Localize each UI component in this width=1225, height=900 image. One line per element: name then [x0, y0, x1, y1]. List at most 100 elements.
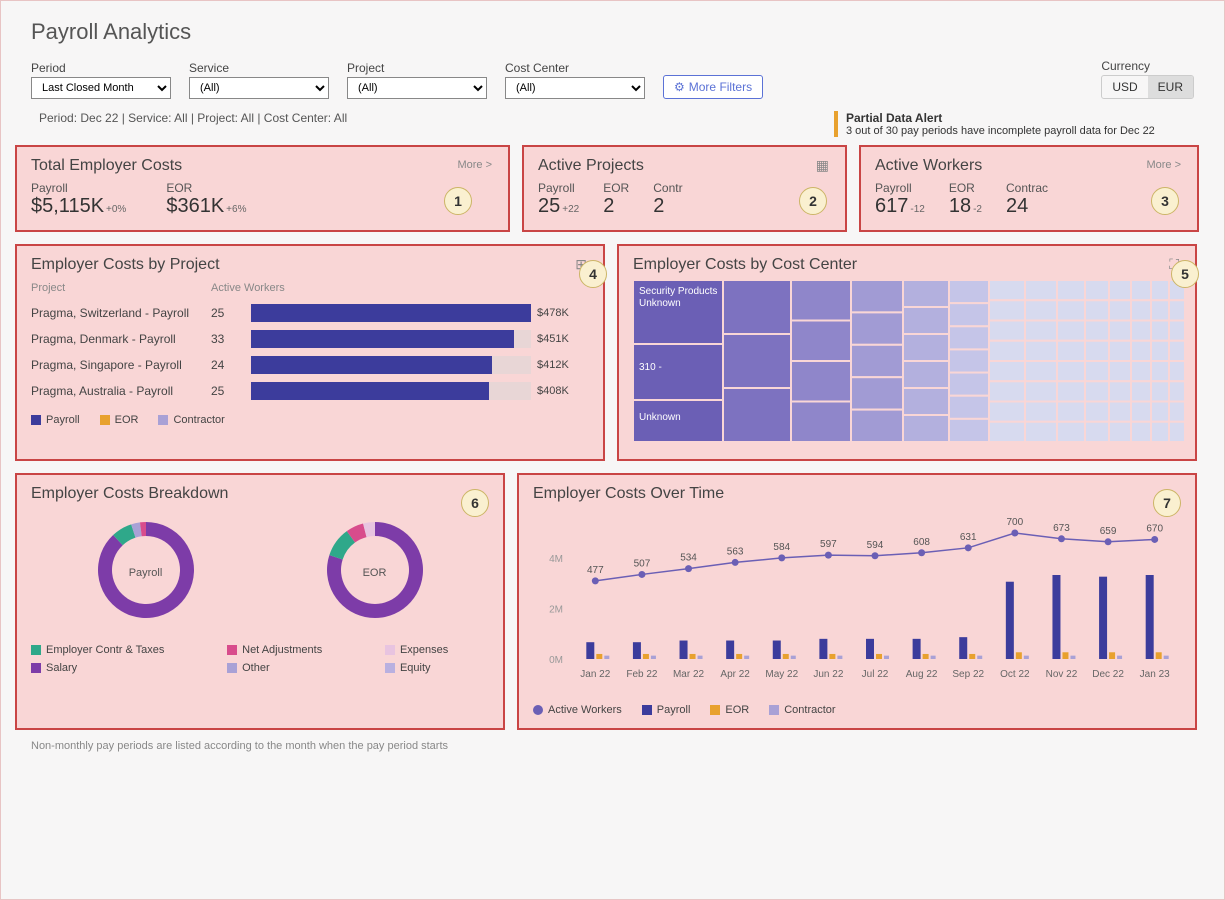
- svg-text:Unknown: Unknown: [639, 298, 681, 309]
- project-name: Pragma, Australia - Payroll: [31, 384, 211, 398]
- kpi-value: 25: [538, 195, 560, 217]
- kpi-delta: -2: [973, 204, 982, 215]
- filter-cost-center-label: Cost Center: [505, 61, 645, 75]
- currency-label: Currency: [1101, 59, 1194, 73]
- currency-toggle[interactable]: USD EUR: [1101, 75, 1194, 99]
- svg-text:534: 534: [680, 553, 697, 564]
- kpi-label: Payroll: [538, 181, 579, 195]
- svg-text:0M: 0M: [549, 655, 563, 666]
- currency-eur[interactable]: EUR: [1148, 76, 1193, 98]
- bar-value: $412K: [531, 359, 581, 371]
- kpi-label: EOR: [949, 181, 982, 195]
- filter-project-label: Project: [347, 61, 487, 75]
- project-workers: 25: [211, 384, 251, 398]
- svg-text:673: 673: [1053, 523, 1070, 534]
- kpi-label: EOR: [166, 181, 246, 195]
- card-title: Employer Costs Breakdown: [31, 485, 489, 503]
- donut-label: Payroll: [129, 567, 163, 579]
- donut-label: EOR: [363, 567, 387, 579]
- donut-chart[interactable]: EOR: [320, 515, 430, 630]
- svg-text:Jan 22: Jan 22: [580, 669, 610, 680]
- kpi-delta: +22: [562, 204, 579, 215]
- svg-text:310 -: 310 -: [639, 362, 662, 373]
- kpi-label: Contrac: [1006, 181, 1048, 195]
- project-name: Pragma, Switzerland - Payroll: [31, 306, 211, 320]
- svg-text:631: 631: [960, 532, 977, 543]
- donut-chart[interactable]: Payroll: [91, 515, 201, 630]
- project-row[interactable]: Pragma, Australia - Payroll 25 $408K: [31, 378, 589, 404]
- partial-data-alert: Partial Data Alert 3 out of 30 pay perio…: [834, 111, 1194, 137]
- legend-item: Equity: [385, 662, 489, 674]
- legend-item: Expenses: [385, 644, 489, 656]
- filter-period: Period Last Closed Month: [31, 61, 171, 99]
- project-workers: 33: [211, 332, 251, 346]
- grid-icon[interactable]: ▦: [816, 157, 829, 174]
- svg-text:584: 584: [773, 542, 790, 553]
- treemap-chart[interactable]: Security ProductsUnknown310 -Unknown: [633, 280, 1185, 442]
- legend-item: Payroll: [31, 414, 80, 426]
- more-link[interactable]: More >: [457, 159, 492, 171]
- bar-value: $451K: [531, 333, 581, 345]
- card-costs-breakdown: Employer Costs Breakdown 6 PayrollEOR Em…: [15, 473, 505, 730]
- card-title: Active Workers: [875, 157, 1183, 175]
- svg-text:Dec 22: Dec 22: [1092, 669, 1124, 680]
- card-title: Employer Costs by Cost Center: [633, 256, 1181, 274]
- svg-text:Aug 22: Aug 22: [906, 669, 938, 680]
- svg-text:563: 563: [727, 546, 744, 557]
- kpi-label: Contr: [653, 181, 682, 195]
- kpi-label: Payroll: [875, 181, 925, 195]
- bar-track: [251, 330, 531, 348]
- currency-usd[interactable]: USD: [1102, 76, 1147, 98]
- kpi-label: EOR: [603, 181, 629, 195]
- annotation-badge-2: 2: [799, 187, 827, 215]
- project-select[interactable]: (All): [347, 77, 487, 99]
- cost-center-select[interactable]: (All): [505, 77, 645, 99]
- svg-text:Security Products: Security Products: [639, 286, 717, 297]
- project-row[interactable]: Pragma, Switzerland - Payroll 25 $478K: [31, 300, 589, 326]
- alert-body: 3 out of 30 pay periods have incomplete …: [846, 125, 1186, 137]
- kpi-value: 24: [1006, 195, 1028, 217]
- alert-title: Partial Data Alert: [846, 111, 1186, 125]
- svg-text:Unknown: Unknown: [639, 412, 681, 423]
- card-title: Employer Costs Over Time: [533, 485, 1181, 503]
- annotation-badge-5: 5: [1171, 260, 1199, 288]
- kpi-delta: -12: [910, 204, 924, 215]
- project-row[interactable]: Pragma, Denmark - Payroll 33 $451K: [31, 326, 589, 352]
- period-select[interactable]: Last Closed Month: [31, 77, 171, 99]
- legend-item: Contractor: [769, 704, 835, 716]
- filter-service-label: Service: [189, 61, 329, 75]
- svg-text:Feb 22: Feb 22: [626, 669, 658, 680]
- legend-item: EOR: [100, 414, 139, 426]
- svg-text:594: 594: [867, 540, 884, 551]
- project-row[interactable]: Pragma, Singapore - Payroll 24 $412K: [31, 352, 589, 378]
- svg-text:Sep 22: Sep 22: [952, 669, 984, 680]
- svg-text:700: 700: [1007, 517, 1024, 528]
- svg-text:Nov 22: Nov 22: [1046, 669, 1078, 680]
- bar-value: $478K: [531, 307, 581, 319]
- card-title: Active Projects: [538, 157, 831, 175]
- kpi-value: 2: [603, 195, 614, 217]
- kpi-label: Payroll: [31, 181, 126, 195]
- more-filters-button[interactable]: ⚙ More Filters: [663, 75, 763, 99]
- filter-project: Project (All): [347, 61, 487, 99]
- card-costs-by-cost-center: Employer Costs by Cost Center ⛶ 5 Securi…: [617, 244, 1197, 461]
- card-costs-over-time: Employer Costs Over Time 7 0M2M4MJan 22F…: [517, 473, 1197, 730]
- project-col-header: Project: [31, 282, 211, 294]
- legend-item: EOR: [710, 704, 749, 716]
- annotation-badge-7: 7: [1153, 489, 1181, 517]
- svg-text:Apr 22: Apr 22: [720, 669, 750, 680]
- project-workers: 25: [211, 306, 251, 320]
- more-link[interactable]: More >: [1146, 159, 1181, 171]
- filter-currency: Currency USD EUR: [1101, 59, 1194, 99]
- kpi-delta: +0%: [106, 204, 126, 215]
- filter-service: Service (All): [189, 61, 329, 99]
- svg-text:608: 608: [913, 537, 930, 548]
- kpi-delta: +6%: [226, 204, 246, 215]
- svg-text:Jun 22: Jun 22: [813, 669, 843, 680]
- svg-text:Jan 23: Jan 23: [1140, 669, 1170, 680]
- service-select[interactable]: (All): [189, 77, 329, 99]
- svg-text:Jul 22: Jul 22: [862, 669, 889, 680]
- time-chart[interactable]: 0M2M4MJan 22Feb 22Mar 22Apr 22May 22Jun …: [533, 509, 1185, 689]
- project-workers: 24: [211, 358, 251, 372]
- legend-item: Contractor: [158, 414, 224, 426]
